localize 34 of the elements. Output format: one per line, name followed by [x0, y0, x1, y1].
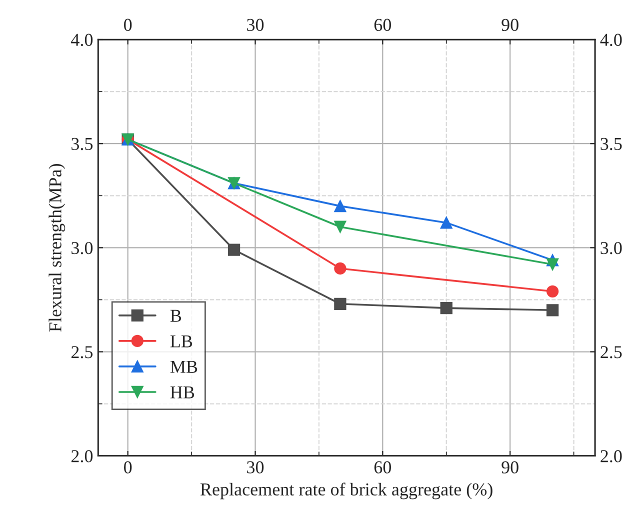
y2-tick-label: 3.5 [600, 138, 622, 150]
legend-label: B [170, 310, 182, 322]
x2-tick-label: 30 [247, 18, 264, 31]
y-tick-label: 3.5 [72, 138, 93, 150]
y-axis-title: Flexural strength(MPa) [48, 164, 66, 332]
x-axis-title: Replacement rate of brick aggregate (%) [200, 482, 492, 500]
x2-tick-label: 60 [374, 18, 392, 31]
x-tick-label: 0 [124, 461, 132, 474]
point [334, 262, 346, 275]
y-tick-label: 4.0 [71, 34, 93, 46]
x-tick-label: 90 [502, 461, 518, 474]
point [334, 298, 346, 310]
x-tick-label: 60 [374, 461, 392, 474]
legend-label: MB [170, 360, 198, 373]
y2-tick-label: 3.0 [600, 242, 622, 254]
y-tick-label: 2.0 [71, 450, 93, 462]
point [334, 220, 346, 233]
x2-tick-label: 0 [124, 18, 132, 31]
y-tick-label: 3.0 [72, 242, 93, 254]
point [546, 304, 559, 316]
legend-label: HB [170, 386, 194, 398]
point [546, 258, 559, 270]
legend-label: LB [170, 335, 192, 348]
point [440, 302, 452, 314]
point [546, 285, 559, 298]
y-tick-label: 2.5 [71, 346, 93, 358]
point [440, 216, 452, 229]
y2-tick-label: 4.0 [600, 34, 622, 46]
x-tick-label: 30 [247, 461, 264, 474]
point [228, 244, 240, 256]
y2-tick-label: 2.0 [600, 450, 622, 462]
x2-tick-label: 90 [502, 18, 518, 31]
y2-tick-label: 2.5 [600, 346, 622, 358]
point [334, 200, 346, 212]
